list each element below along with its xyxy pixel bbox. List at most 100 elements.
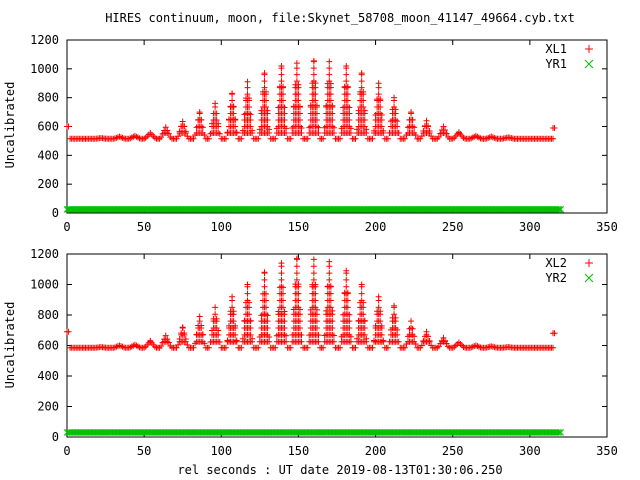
data-point xyxy=(313,110,320,117)
data-point xyxy=(329,311,336,318)
data-point xyxy=(315,338,322,345)
data-point xyxy=(437,130,444,137)
data-point xyxy=(296,318,303,325)
data-point xyxy=(440,123,447,130)
data-point xyxy=(233,338,240,345)
data-point xyxy=(233,129,240,136)
data-point xyxy=(296,110,303,117)
data-point xyxy=(330,338,337,345)
data-point xyxy=(264,324,271,331)
data-point xyxy=(329,331,336,338)
data-point xyxy=(360,311,367,318)
data-point xyxy=(408,324,415,331)
data-point xyxy=(190,344,197,351)
x-tick-label: 150 xyxy=(288,444,310,458)
data-point xyxy=(261,270,268,277)
data-point xyxy=(554,429,561,436)
data-point xyxy=(255,135,262,142)
data-point xyxy=(557,429,565,436)
data-point xyxy=(230,318,237,325)
data-point xyxy=(551,124,558,131)
y-tick-label: 400 xyxy=(37,369,59,383)
data-point xyxy=(278,263,285,270)
data-point xyxy=(327,297,334,304)
data-point xyxy=(296,117,303,124)
data-point xyxy=(215,129,222,136)
data-point xyxy=(380,129,387,136)
data-point xyxy=(198,117,205,124)
data-point xyxy=(361,110,368,117)
data-point xyxy=(343,65,350,72)
data-point xyxy=(264,318,271,325)
data-point xyxy=(280,104,286,111)
data-point xyxy=(411,124,418,131)
data-point xyxy=(344,104,351,111)
legend-marker-x xyxy=(584,59,594,69)
data-point xyxy=(181,331,188,338)
data-point xyxy=(375,91,382,98)
data-point xyxy=(443,130,450,137)
series-xl2 xyxy=(64,255,558,351)
data-point xyxy=(263,91,270,98)
data-point xyxy=(343,276,350,283)
data-point xyxy=(193,124,200,131)
x-tick-label: 300 xyxy=(519,444,541,458)
data-point xyxy=(388,118,394,125)
legend-marker-plus xyxy=(585,45,593,53)
data-point xyxy=(182,129,189,136)
data-point xyxy=(358,290,365,297)
data-point xyxy=(409,123,416,130)
x-tick-label: 200 xyxy=(365,220,387,234)
data-point xyxy=(230,110,237,117)
data-point xyxy=(435,343,442,350)
data-point xyxy=(358,84,365,91)
data-point xyxy=(329,324,336,331)
data-point xyxy=(330,124,337,131)
y-tick-label: 800 xyxy=(37,91,59,105)
x-tick-label: 250 xyxy=(442,220,464,234)
data-point xyxy=(293,276,300,283)
data-point xyxy=(329,318,336,325)
data-point xyxy=(375,304,382,311)
data-point xyxy=(278,276,285,283)
data-point xyxy=(175,341,182,348)
data-point xyxy=(346,104,353,111)
legend-label: XL2 xyxy=(545,256,567,270)
data-point xyxy=(423,331,430,338)
x-axis-label: rel seconds : UT date 2019-08-13T01:30:0… xyxy=(177,463,502,477)
data-point xyxy=(358,78,365,85)
data-point xyxy=(293,71,300,78)
data-point xyxy=(263,290,270,297)
data-point xyxy=(551,330,558,337)
legend-label: YR2 xyxy=(545,271,567,285)
data-point xyxy=(313,311,320,318)
data-point xyxy=(158,134,165,141)
data-point xyxy=(165,339,172,346)
data-point xyxy=(118,134,124,141)
data-point xyxy=(162,124,169,131)
data-point xyxy=(401,344,408,351)
data-point xyxy=(212,104,219,111)
data-point xyxy=(222,344,229,351)
data-point xyxy=(162,332,169,339)
data-point xyxy=(283,338,290,345)
data-point xyxy=(344,297,351,304)
data-point xyxy=(312,91,319,98)
data-point xyxy=(159,339,166,346)
data-point xyxy=(229,97,236,104)
data-point xyxy=(408,318,415,325)
data-point xyxy=(326,276,333,283)
data-point xyxy=(347,338,354,345)
data-point xyxy=(346,324,353,331)
data-point xyxy=(361,331,368,338)
data-point xyxy=(264,312,271,319)
data-point xyxy=(232,331,239,338)
data-point xyxy=(261,84,268,91)
data-point xyxy=(394,331,401,338)
data-point xyxy=(344,84,351,91)
data-point xyxy=(293,60,300,67)
data-point xyxy=(264,117,271,124)
data-point xyxy=(215,123,222,130)
series-yr2 xyxy=(63,429,565,436)
data-point xyxy=(412,340,419,347)
